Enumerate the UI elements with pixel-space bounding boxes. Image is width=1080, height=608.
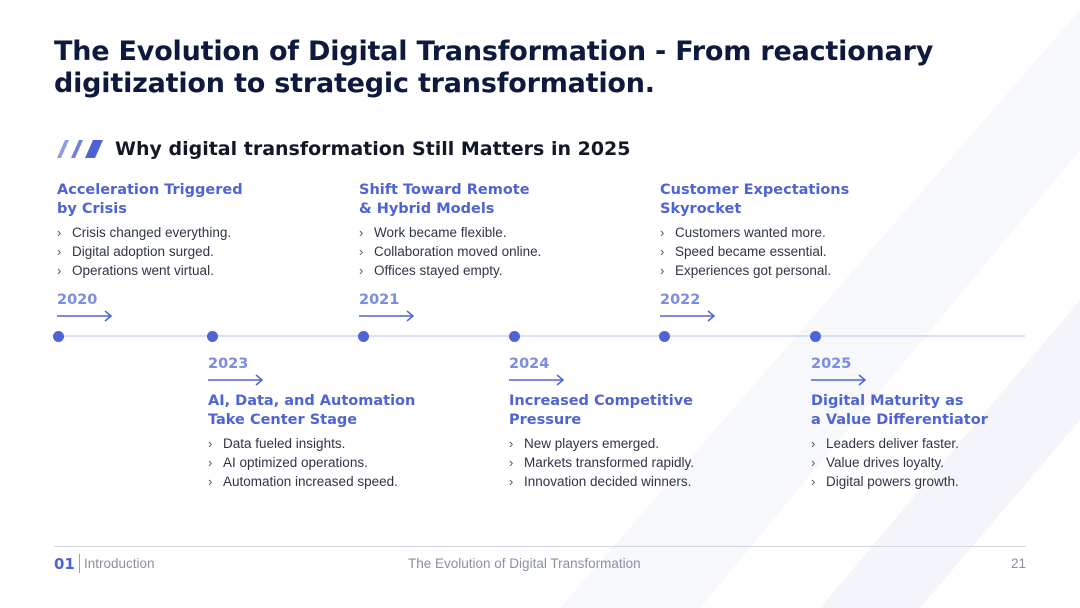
year-label: 2022 — [660, 292, 701, 308]
milestone-list: › Data fueled insights. › AI optimized ope… — [208, 434, 458, 491]
year-label: 2024 — [509, 356, 550, 372]
timeline-dot-2023 — [207, 330, 218, 342]
list-item: › Innovation decided winners. — [509, 474, 692, 489]
milestone-list: › Crisis changed everything. › Digital ado… — [57, 223, 307, 280]
list-item: › Markets transformed rapidly. — [509, 455, 695, 470]
milestone-2023: AI, Data, and Automation Take Center Stag… — [208, 392, 458, 491]
timeline-dot-2024 — [509, 330, 520, 342]
chevron-right-icon: › — [359, 244, 364, 259]
list-item: › Crisis changed everything. — [57, 225, 232, 240]
milestone-heading: Acceleration Triggered by Crisis — [57, 182, 243, 217]
chevron-right-icon: › — [660, 263, 665, 278]
footer-page-number: 21 — [1010, 556, 1026, 571]
milestone-heading: Increased Competitive Pressure — [509, 393, 693, 428]
milestone-2025: Digital Maturity as a Value Differentiato… — [811, 392, 1061, 491]
list-item: › Leaders deliver faster. — [811, 436, 959, 451]
chevron-right-icon: › — [359, 225, 364, 240]
list-item: › Digital adoption surged. — [57, 244, 214, 259]
milestone-list: › Work became flexible. › Collaboration mo… — [359, 223, 609, 280]
list-item: › New players emerged. — [509, 436, 660, 451]
list-item: › Experiences got personal. — [660, 263, 832, 278]
list-item: › AI optimized operations. — [208, 455, 368, 470]
year-label: 2020 — [57, 292, 98, 308]
chevron-right-icon: › — [57, 244, 62, 259]
year-marker-2021: 2021 — [359, 291, 429, 327]
arrow-right-icon — [208, 374, 264, 386]
list-item: › Work became flexible. — [359, 225, 507, 240]
arrow-right-icon — [509, 374, 565, 386]
chevron-right-icon: › — [660, 244, 665, 259]
slide-title: The Evolution of Digital Transformation … — [54, 36, 934, 99]
year-marker-2023: 2023 — [208, 355, 278, 391]
arrow-right-icon — [359, 310, 415, 322]
chevron-right-icon: › — [811, 474, 816, 489]
year-label: 2025 — [811, 356, 852, 372]
chevron-right-icon: › — [208, 455, 213, 470]
timeline-dot-2021 — [358, 330, 369, 342]
list-item: › Digital powers growth. — [811, 474, 959, 489]
arrow-right-icon — [57, 310, 113, 322]
list-item: › Collaboration moved online. — [359, 244, 542, 259]
timeline-line — [58, 335, 1025, 337]
list-item: › Data fueled insights. — [208, 436, 346, 451]
footer-separator — [79, 554, 80, 573]
year-marker-2025: 2025 — [811, 355, 881, 391]
year-marker-2020: 2020 — [57, 291, 127, 327]
chevron-right-icon: › — [57, 225, 62, 240]
milestone-list: › New players emerged. › Markets transform… — [509, 434, 759, 491]
milestone-list: › Customers wanted more. › Speed became es… — [660, 223, 910, 280]
milestone-2021: Shift Toward Remote & Hybrid Models › Work… — [359, 181, 609, 280]
milestone-heading: Shift Toward Remote & Hybrid Models — [359, 182, 530, 217]
chevron-right-icon: › — [660, 225, 665, 240]
subtitle-row: Why digital transformation Still Matters… — [55, 136, 630, 162]
slide-subtitle: Why digital transformation Still Matters… — [115, 138, 631, 160]
year-label: 2023 — [208, 356, 249, 372]
milestone-heading: Digital Maturity as a Value Differentiato… — [811, 393, 988, 428]
footer-section-number: 01 — [54, 555, 75, 573]
chevron-right-icon: › — [811, 455, 816, 470]
list-item: › Operations went virtual. — [57, 263, 214, 278]
chevron-right-icon: › — [509, 436, 514, 451]
chevron-right-icon: › — [509, 474, 514, 489]
year-marker-2024: 2024 — [509, 355, 579, 391]
arrow-right-icon — [811, 374, 867, 386]
footer-section-name: Introduction — [84, 556, 155, 571]
milestone-list: › Leaders deliver faster. › Value drives l… — [811, 434, 1061, 491]
list-item: › Value drives loyalty. — [811, 455, 945, 470]
chevron-right-icon: › — [359, 263, 364, 278]
triple-slash-icon — [57, 140, 103, 158]
list-item: › Speed became essential. — [660, 244, 827, 259]
footer-document-title: The Evolution of Digital Transformation — [408, 556, 641, 571]
list-item: › Offices stayed empty. — [359, 263, 503, 278]
timeline-dot-2020 — [53, 330, 64, 342]
milestone-2024: Increased Competitive Pressure › New playe… — [509, 392, 759, 491]
timeline-dot-2025 — [810, 330, 821, 342]
year-label: 2021 — [359, 292, 400, 308]
timeline-dot-2022 — [659, 330, 670, 342]
list-item: › Automation increased speed. — [208, 474, 398, 489]
list-item: › Customers wanted more. — [660, 225, 826, 240]
footer-divider — [54, 546, 1026, 547]
chevron-right-icon: › — [208, 474, 213, 489]
milestone-2020: Acceleration Triggered by Crisis › Crisis … — [57, 181, 307, 280]
chevron-right-icon: › — [57, 263, 62, 278]
year-marker-2022: 2022 — [660, 291, 730, 327]
milestone-2022: Customer Expectations Skyrocket › Customer… — [660, 181, 910, 280]
chevron-right-icon: › — [208, 436, 213, 451]
chevron-right-icon: › — [509, 455, 514, 470]
milestone-heading: Customer Expectations Skyrocket — [660, 182, 850, 217]
milestone-heading: AI, Data, and Automation Take Center Stag… — [208, 393, 416, 428]
arrow-right-icon — [660, 310, 716, 322]
chevron-right-icon: › — [811, 436, 816, 451]
